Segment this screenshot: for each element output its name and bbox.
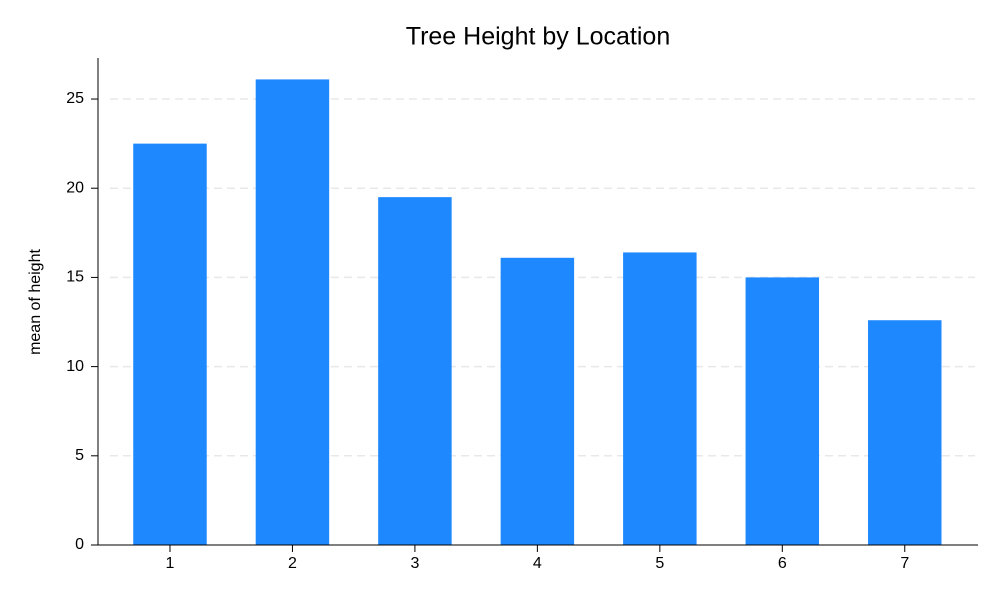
chart-title: Tree Height by Location (406, 23, 671, 51)
x-tick-label: 4 (533, 555, 542, 572)
y-tick-label: 0 (75, 536, 84, 553)
bar (500, 257, 575, 545)
y-tick-label: 15 (66, 269, 84, 286)
x-tick-label: 6 (778, 555, 787, 572)
y-tick-label: 25 (66, 90, 84, 107)
bar (378, 197, 452, 545)
bar (745, 277, 820, 545)
y-tick-label: 10 (66, 358, 84, 375)
x-tick-label: 3 (410, 555, 419, 572)
x-tick-label: 7 (900, 555, 909, 572)
y-axis-label: mean of height (27, 249, 44, 355)
bar (255, 79, 330, 546)
bar (623, 252, 697, 545)
x-tick-label: 5 (655, 555, 664, 572)
y-tick-label: 5 (75, 447, 84, 464)
bar (868, 320, 942, 545)
x-tick-label: 1 (166, 555, 175, 572)
x-tick-label: 2 (288, 555, 297, 572)
bar (133, 143, 207, 545)
y-tick-label: 20 (66, 179, 84, 196)
